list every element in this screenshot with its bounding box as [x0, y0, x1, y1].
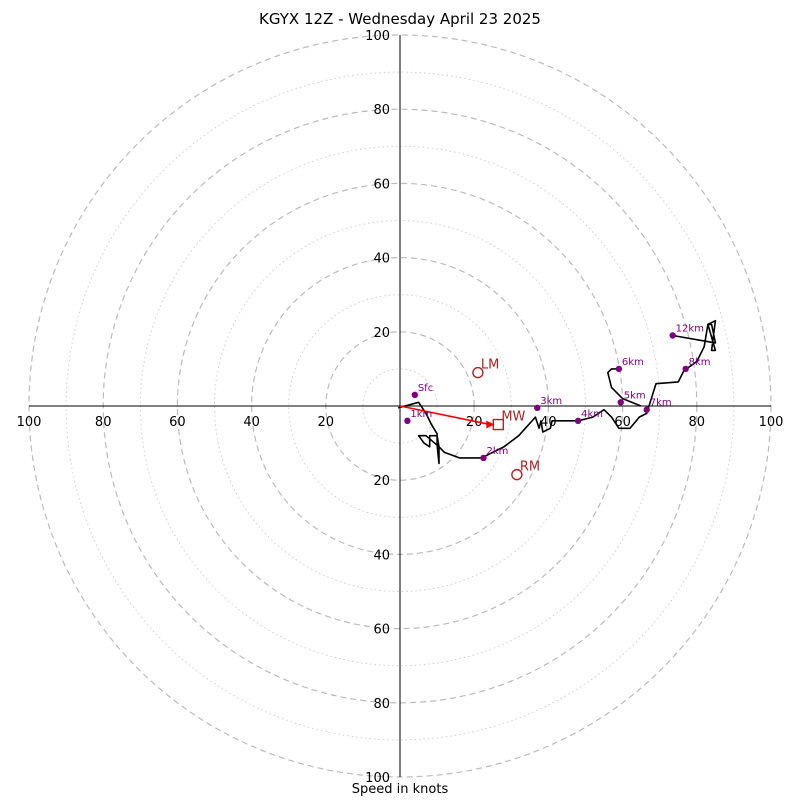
- x-axis-label: Speed in knots: [351, 782, 449, 797]
- x-tick-label: 80: [95, 415, 112, 430]
- y-tick-label: 20: [373, 474, 390, 489]
- y-tick-label: 60: [373, 623, 390, 638]
- height-marker: [404, 417, 411, 425]
- tick-labels: 1001008080606040402020202040406060808010…: [17, 29, 784, 786]
- height-marker-label: 8km: [689, 357, 711, 368]
- x-tick-label: 80: [689, 415, 706, 430]
- height-marker-label: 1km: [410, 409, 432, 420]
- height-marker: [411, 391, 419, 399]
- y-tick-label: 80: [373, 103, 390, 118]
- height-marker: [615, 365, 623, 373]
- storm-motion-marker: [511, 468, 523, 481]
- y-tick-label: 100: [365, 29, 390, 44]
- height-markers: Sfc 1km 2km 3km 4km 5km 6km 7km 8km 12km: [404, 324, 711, 462]
- height-marker: [574, 417, 582, 425]
- height-marker: [643, 406, 650, 413]
- y-tick-label: 100: [365, 771, 390, 786]
- x-tick-label: 60: [169, 415, 186, 430]
- mean-wind-arrowhead: [486, 420, 495, 429]
- storm-motion-label: LM: [481, 358, 499, 373]
- height-marker: [480, 454, 487, 462]
- height-marker-label: 7km: [650, 398, 672, 409]
- hodograph-trace: [397, 319, 717, 465]
- mean-wind-arrow: [399, 405, 491, 426]
- x-tick-label: 40: [243, 415, 260, 430]
- storm-motion-label: RM: [520, 460, 540, 475]
- storm-motion-label: MW: [501, 410, 525, 425]
- height-marker-label: 2km: [486, 446, 508, 457]
- y-tick-label: 40: [373, 252, 390, 267]
- y-tick-label: 60: [373, 177, 390, 192]
- storm-motion-marker: [492, 418, 505, 431]
- height-marker-label: 4km: [581, 409, 603, 420]
- height-marker: [669, 332, 676, 339]
- height-marker: [617, 399, 624, 406]
- hodograph-line-segment: [606, 368, 642, 407]
- height-marker: [534, 404, 541, 412]
- hodograph-line: [397, 319, 717, 465]
- storm-motion-markers: LM RM MW: [472, 358, 540, 481]
- x-tick-label: 20: [466, 415, 483, 430]
- x-tick-label: 100: [759, 415, 784, 430]
- y-tick-label: 20: [373, 326, 390, 341]
- height-marker-label: 12km: [676, 324, 704, 335]
- height-marker-label: 6km: [622, 357, 644, 368]
- storm-motion-marker: [472, 366, 484, 379]
- x-tick-label: 20: [318, 415, 335, 430]
- x-tick-label: 40: [540, 415, 557, 430]
- height-marker: [682, 365, 689, 373]
- chart-title: KGYX 12Z - Wednesday April 23 2025: [259, 10, 541, 28]
- height-marker-label: Sfc: [418, 383, 433, 394]
- y-tick-label: 80: [373, 697, 390, 712]
- height-marker-label: 3km: [540, 396, 562, 407]
- y-tick-label: 40: [373, 548, 390, 563]
- height-marker-label: 5km: [624, 390, 646, 401]
- x-tick-label: 100: [17, 415, 42, 430]
